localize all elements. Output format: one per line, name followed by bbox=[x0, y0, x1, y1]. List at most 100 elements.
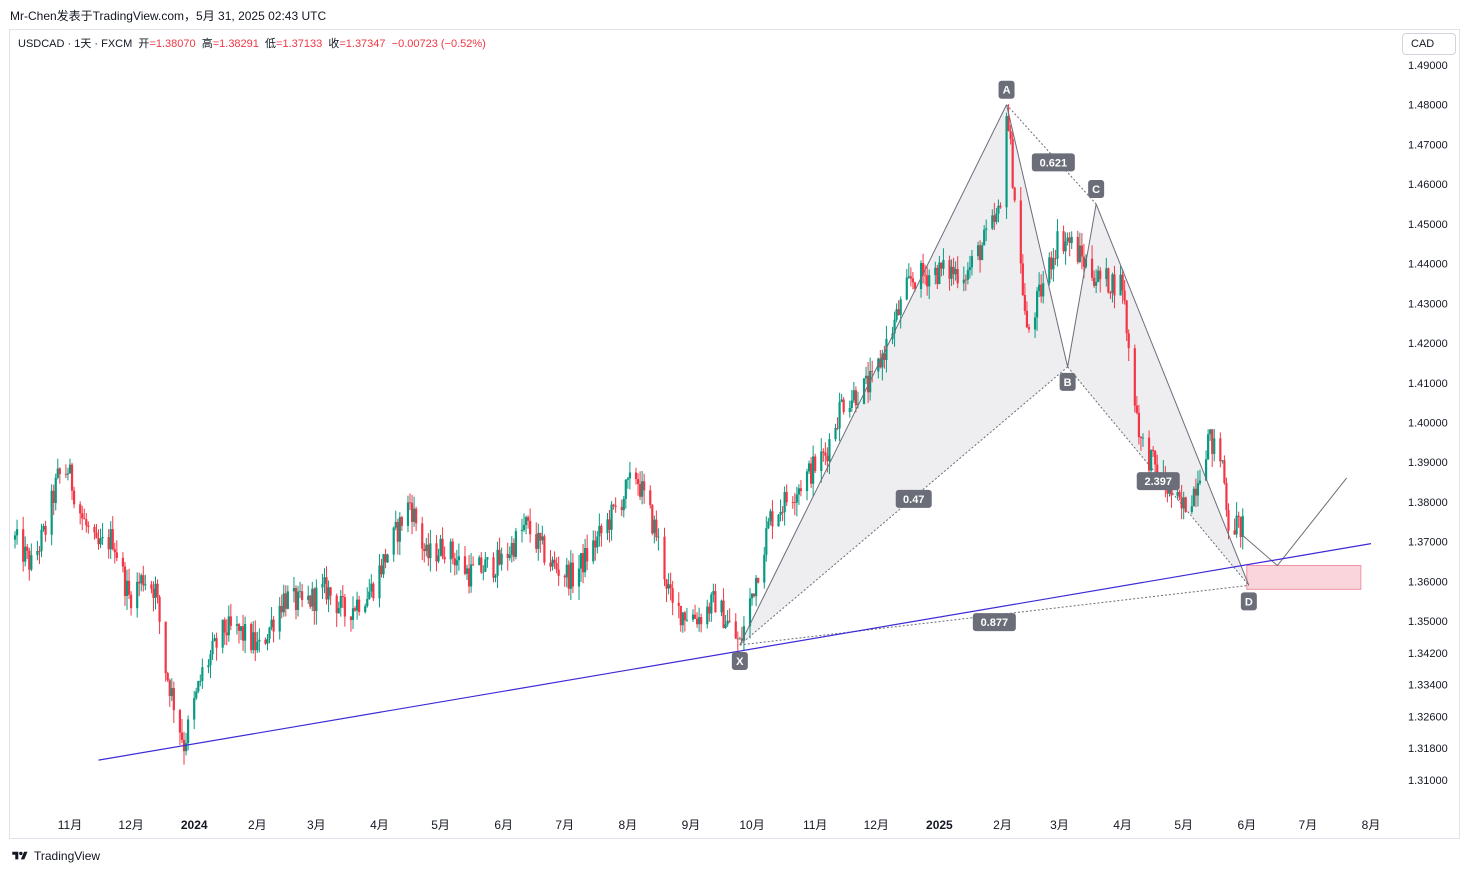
point-label-x-text: X bbox=[736, 656, 744, 668]
candle bbox=[1080, 233, 1083, 270]
harmonic-pattern bbox=[739, 104, 1362, 645]
candle bbox=[549, 550, 552, 572]
candle-body bbox=[698, 617, 701, 625]
currency-selector[interactable]: CAD bbox=[1402, 33, 1456, 55]
candle-body bbox=[742, 626, 746, 641]
candle bbox=[954, 261, 957, 281]
candle-body bbox=[968, 267, 972, 271]
candle bbox=[936, 265, 939, 290]
candle bbox=[113, 542, 116, 564]
candle-body bbox=[634, 472, 638, 480]
y-tick-label: 1.44000 bbox=[1408, 259, 1448, 271]
candle bbox=[97, 529, 100, 550]
candle-body bbox=[307, 595, 310, 601]
symbol-label[interactable]: USDCAD · 1天 · FXCM bbox=[18, 38, 133, 50]
candle bbox=[52, 484, 55, 516]
candle bbox=[498, 537, 501, 566]
candle bbox=[140, 573, 143, 592]
candle-body bbox=[412, 508, 416, 522]
point-label-x-bg bbox=[731, 651, 748, 670]
candle bbox=[22, 516, 25, 572]
candle-body bbox=[693, 614, 697, 619]
candle-body bbox=[392, 527, 395, 555]
candle-body bbox=[1121, 274, 1124, 291]
candle bbox=[584, 538, 587, 578]
candle-body bbox=[467, 568, 471, 587]
point-label-c-bg bbox=[1088, 180, 1105, 199]
candle-body bbox=[264, 639, 267, 644]
candle-body bbox=[1184, 497, 1187, 512]
candle bbox=[643, 473, 646, 504]
candle bbox=[852, 381, 855, 404]
candle-body bbox=[757, 577, 760, 583]
candle-body bbox=[441, 538, 444, 557]
candle-body bbox=[1192, 488, 1195, 507]
candle-body bbox=[380, 565, 383, 575]
candle-body bbox=[213, 638, 216, 641]
candle-body bbox=[144, 584, 147, 586]
y-tick-label: 1.46000 bbox=[1408, 179, 1448, 191]
candle bbox=[368, 578, 371, 600]
ratio-label-bg bbox=[1031, 153, 1075, 172]
candle-body bbox=[864, 375, 868, 379]
candle bbox=[396, 518, 399, 555]
candle-body bbox=[337, 607, 340, 614]
candle-body bbox=[997, 205, 1000, 214]
candle-body bbox=[506, 553, 509, 558]
candle bbox=[398, 512, 401, 556]
candle-body bbox=[726, 620, 729, 625]
candle bbox=[329, 586, 332, 605]
candle bbox=[569, 550, 572, 601]
candle-body bbox=[1027, 327, 1031, 330]
candle bbox=[42, 523, 45, 532]
candle-body bbox=[101, 537, 104, 539]
candle bbox=[178, 708, 182, 745]
candle bbox=[793, 492, 796, 516]
candle-body bbox=[549, 562, 552, 567]
candle-body bbox=[1040, 284, 1043, 297]
candle-body bbox=[1107, 268, 1110, 293]
candle bbox=[820, 438, 823, 483]
candle bbox=[1013, 186, 1016, 203]
candle-body bbox=[115, 552, 118, 558]
candle-body bbox=[353, 608, 357, 611]
candle-body bbox=[349, 616, 353, 620]
candle bbox=[828, 433, 831, 475]
candle bbox=[883, 345, 886, 369]
candle-body bbox=[665, 579, 668, 589]
candle bbox=[56, 458, 59, 480]
candle-body bbox=[708, 606, 711, 614]
candle bbox=[641, 470, 644, 505]
candle bbox=[1221, 460, 1224, 464]
candle bbox=[921, 253, 925, 284]
candle bbox=[1019, 187, 1022, 274]
candle-body bbox=[728, 620, 731, 622]
candle-body bbox=[1227, 510, 1230, 531]
candle-body bbox=[626, 478, 629, 480]
candle-body bbox=[999, 205, 1002, 208]
candle-body bbox=[178, 710, 182, 733]
candle bbox=[70, 462, 74, 500]
candle-body bbox=[1213, 438, 1216, 454]
candle-body bbox=[258, 639, 261, 642]
candle-body bbox=[720, 600, 723, 613]
candle-body bbox=[899, 299, 902, 316]
candle-body bbox=[378, 565, 381, 599]
candle-body bbox=[284, 593, 287, 609]
footer-brand-label: TradingView bbox=[34, 849, 101, 863]
candle bbox=[964, 274, 967, 291]
header-attribution: Mr-Chen发表于TradingView.com，5月 31, 2025 02… bbox=[10, 9, 327, 23]
candle-body bbox=[510, 542, 513, 555]
ratio-label: 2.397 bbox=[1136, 472, 1180, 491]
candle bbox=[423, 543, 426, 563]
candle-body bbox=[828, 439, 831, 462]
chart-pane[interactable] bbox=[9, 29, 1460, 839]
x-tick-label: 3月 bbox=[307, 818, 326, 832]
candle bbox=[115, 540, 118, 562]
candle bbox=[101, 523, 104, 546]
candle bbox=[199, 674, 202, 687]
candle-body bbox=[795, 494, 798, 503]
candle bbox=[1035, 287, 1039, 331]
candle bbox=[254, 620, 257, 662]
